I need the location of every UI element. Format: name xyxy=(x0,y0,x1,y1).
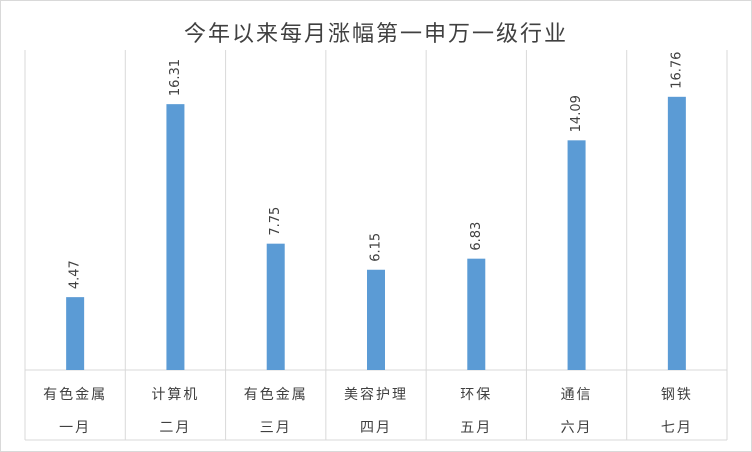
x-group-label: 五月 xyxy=(460,420,492,436)
bar xyxy=(567,140,586,370)
x-group-label: 一月 xyxy=(59,420,91,436)
bar xyxy=(467,258,486,370)
bar xyxy=(367,269,385,370)
data-label: 16.76 xyxy=(669,52,684,89)
data-label: 16.31 xyxy=(168,59,183,96)
bar xyxy=(266,243,285,370)
x-group-label: 四月 xyxy=(360,420,392,436)
x-group-label: 二月 xyxy=(159,420,191,436)
x-tick-label: 有色金属 xyxy=(244,386,308,403)
x-group-label: 六月 xyxy=(561,420,593,436)
bar xyxy=(667,96,686,370)
bar xyxy=(66,297,85,370)
x-tick-label: 通信 xyxy=(561,387,593,403)
x-tick-label: 钢铁 xyxy=(661,387,693,403)
x-group-label: 三月 xyxy=(260,420,292,436)
x-tick-label: 美容护理 xyxy=(344,386,408,403)
chart-title: 今年以来每月涨幅第一申万一级行业 xyxy=(184,22,568,47)
data-label: 14.09 xyxy=(569,95,584,132)
x-tick-label: 计算机 xyxy=(151,387,199,403)
x-tick-label: 环保 xyxy=(460,387,492,403)
data-label: 4.47 xyxy=(68,260,83,289)
data-label: 6.83 xyxy=(469,222,484,251)
x-tick-label: 有色金属 xyxy=(43,386,107,403)
data-label: 7.75 xyxy=(268,207,283,236)
bar xyxy=(166,104,185,370)
data-label: 6.15 xyxy=(369,233,384,262)
x-group-label: 七月 xyxy=(661,420,693,436)
